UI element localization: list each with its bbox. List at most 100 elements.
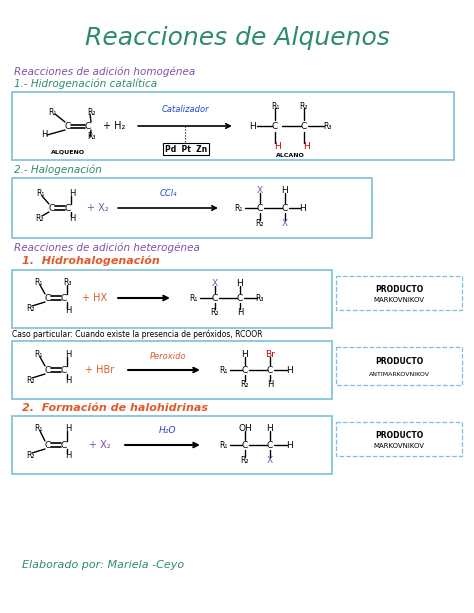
Text: R₁: R₁ <box>36 189 44 197</box>
Text: H: H <box>242 349 248 359</box>
Text: R₂: R₂ <box>300 102 308 110</box>
Text: + X₂: + X₂ <box>89 440 111 450</box>
Text: C: C <box>282 204 288 213</box>
Text: H: H <box>237 278 243 287</box>
Text: Caso particular: Cuando existe la presencia de peróxidos, RCOOR: Caso particular: Cuando existe la presen… <box>12 329 263 339</box>
Text: R₂: R₂ <box>211 308 219 316</box>
Text: H: H <box>69 189 75 197</box>
Text: ALCANO: ALCANO <box>275 153 304 158</box>
Text: 2.  Formación de halohidrinas: 2. Formación de halohidrinas <box>22 403 208 413</box>
Text: R₃: R₃ <box>88 132 96 140</box>
Text: C: C <box>272 121 278 131</box>
Text: X: X <box>212 278 218 287</box>
Text: C: C <box>242 441 248 449</box>
Text: R₁: R₁ <box>190 294 198 302</box>
Text: C: C <box>61 441 67 449</box>
Text: C: C <box>45 294 51 302</box>
Text: R₃: R₃ <box>64 278 72 286</box>
Text: ALQUENO: ALQUENO <box>51 150 85 154</box>
Bar <box>12 178 372 238</box>
Text: PRODUCTO: PRODUCTO <box>375 284 423 294</box>
Text: R₁: R₁ <box>48 107 56 116</box>
Text: C: C <box>65 121 71 131</box>
Text: H: H <box>65 349 71 359</box>
Text: C: C <box>65 204 71 213</box>
Text: R₂: R₂ <box>26 451 34 460</box>
Text: C: C <box>61 365 67 375</box>
Text: R₃: R₃ <box>256 294 264 302</box>
Text: R₂: R₂ <box>36 213 44 223</box>
Text: MARKOVNIKOV: MARKOVNIKOV <box>374 443 425 449</box>
Text: R₂: R₂ <box>88 107 96 116</box>
Text: Reacciones de adición homogénea: Reacciones de adición homogénea <box>14 67 195 77</box>
Text: Catalizador: Catalizador <box>161 104 209 113</box>
Text: + HBr: + HBr <box>85 365 115 375</box>
Text: R₂: R₂ <box>241 379 249 389</box>
Text: R₃: R₃ <box>324 121 332 131</box>
Text: H: H <box>65 305 71 314</box>
Text: H: H <box>41 129 47 139</box>
Text: H₂O: H₂O <box>159 425 177 435</box>
Text: R₂: R₂ <box>241 455 249 465</box>
Text: H: H <box>282 186 288 194</box>
Bar <box>163 143 209 155</box>
Text: H: H <box>266 424 273 433</box>
Text: H: H <box>267 379 273 389</box>
Text: R₁: R₁ <box>219 365 228 375</box>
Text: C: C <box>212 294 218 302</box>
Text: H: H <box>65 376 71 384</box>
Text: H: H <box>274 142 282 151</box>
Text: Br: Br <box>265 349 275 359</box>
Text: PRODUCTO: PRODUCTO <box>375 430 423 440</box>
Bar <box>336 422 462 456</box>
Text: C: C <box>85 121 91 131</box>
Text: H: H <box>250 121 256 131</box>
Text: C: C <box>49 204 55 213</box>
Text: C: C <box>61 294 67 302</box>
Text: C: C <box>45 365 51 375</box>
Text: R₂: R₂ <box>26 303 34 313</box>
Text: C: C <box>267 365 273 375</box>
Text: H: H <box>300 204 306 213</box>
Text: 1.  Hidrohalogenación: 1. Hidrohalogenación <box>22 256 160 266</box>
Text: H: H <box>287 441 293 449</box>
Text: X: X <box>267 455 273 465</box>
Text: R₂: R₂ <box>256 218 264 227</box>
Text: R₁: R₁ <box>219 441 228 449</box>
Text: 2.- Halogenación: 2.- Halogenación <box>14 165 102 175</box>
Text: 1.- Hidrogenación catalítica: 1.- Hidrogenación catalítica <box>14 78 157 89</box>
Text: R₁: R₁ <box>34 278 42 286</box>
Text: Reacciones de Alquenos: Reacciones de Alquenos <box>85 26 389 50</box>
Text: MARKOVNIKOV: MARKOVNIKOV <box>374 297 425 303</box>
Bar <box>336 276 462 310</box>
Bar <box>12 92 454 160</box>
Text: H: H <box>69 213 75 223</box>
Text: C: C <box>242 365 248 375</box>
Text: R₂: R₂ <box>26 376 34 384</box>
Text: H: H <box>304 142 310 151</box>
Text: Elaborado por: Mariela -Ceyo: Elaborado por: Mariela -Ceyo <box>22 560 184 570</box>
Text: H: H <box>65 424 71 433</box>
Text: + HX: + HX <box>82 293 108 303</box>
Text: Reacciones de adición heterogénea: Reacciones de adición heterogénea <box>14 243 200 253</box>
Text: R₁: R₁ <box>235 204 243 213</box>
Bar <box>336 347 462 385</box>
Text: X: X <box>282 218 288 227</box>
Text: + H₂: + H₂ <box>103 121 125 131</box>
Text: C: C <box>237 294 243 302</box>
Text: ANTIMARKOVNIKOV: ANTIMARKOVNIKOV <box>368 371 429 376</box>
Text: CCl₄: CCl₄ <box>159 189 177 197</box>
Text: Peroxido: Peroxido <box>150 351 186 360</box>
Text: H: H <box>65 451 71 460</box>
Text: C: C <box>45 441 51 449</box>
Text: OH: OH <box>238 424 252 433</box>
Text: R₁: R₁ <box>34 349 42 359</box>
Text: C: C <box>257 204 263 213</box>
Bar <box>12 341 332 399</box>
Text: X: X <box>257 186 263 194</box>
Text: Pd  Pt  Zn: Pd Pt Zn <box>165 145 207 153</box>
Text: H: H <box>237 308 243 316</box>
Text: C: C <box>301 121 307 131</box>
Text: PRODUCTO: PRODUCTO <box>375 357 423 365</box>
Text: H: H <box>287 365 293 375</box>
